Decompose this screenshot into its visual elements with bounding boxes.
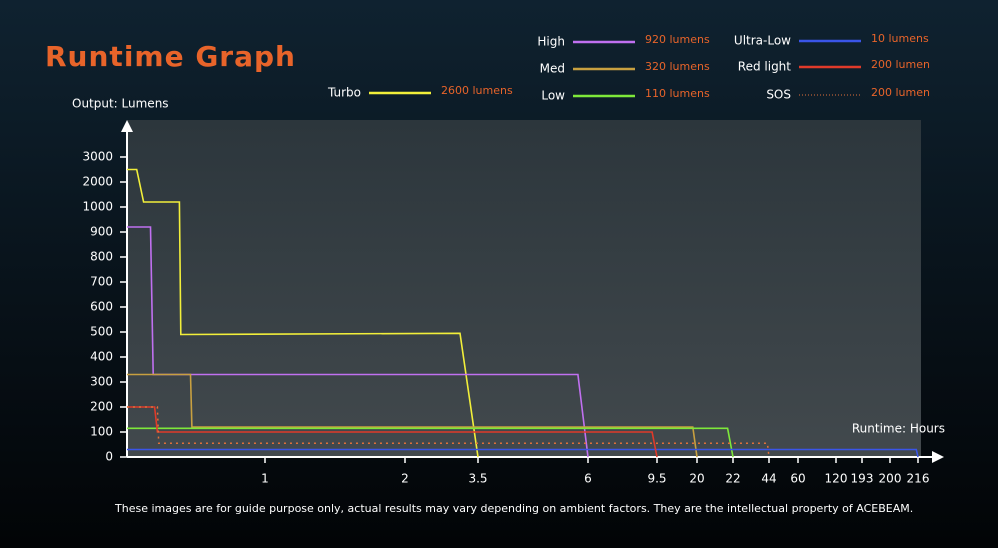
y-tick-label: 300 xyxy=(90,375,113,389)
legend-value: 10 lumens xyxy=(871,32,929,45)
y-tick-label: 200 xyxy=(90,400,113,414)
x-tick-label: 193 xyxy=(851,472,874,486)
chart-title: Runtime Graph xyxy=(45,40,296,73)
legend-name: Red light xyxy=(738,60,792,74)
legend-name: High xyxy=(537,35,565,49)
series-line xyxy=(127,406,770,458)
x-tick-label: 3.5 xyxy=(468,472,487,486)
legend-value: 200 lumen xyxy=(871,86,930,99)
x-tick-label: 216 xyxy=(907,472,930,486)
legend-name: Ultra-Low xyxy=(734,34,791,48)
x-tick-label: 200 xyxy=(879,472,902,486)
x-tick-label: 9.5 xyxy=(647,472,666,486)
legend-value: 320 lumens xyxy=(645,60,710,73)
x-tick-label: 44 xyxy=(761,472,776,486)
y-tick-label: 2000 xyxy=(82,175,113,189)
x-tick-label: 60 xyxy=(790,472,805,486)
legend-value: 2600 lumens xyxy=(441,84,513,97)
legend-value: 920 lumens xyxy=(645,33,710,46)
plot-area xyxy=(127,120,921,457)
legend-value: 200 lumen xyxy=(871,58,930,71)
y-tick-label: 100 xyxy=(90,425,113,439)
footnote: These images are for guide purpose only,… xyxy=(114,502,913,515)
y-tick-label: 800 xyxy=(90,250,113,264)
legend-name: Turbo xyxy=(327,86,361,100)
x-axis-label: Runtime: Hours xyxy=(852,422,945,436)
x-tick-label: 20 xyxy=(689,472,704,486)
y-axis-label: Output: Lumens xyxy=(72,97,169,111)
x-tick-label: 22 xyxy=(725,472,740,486)
series-line xyxy=(127,448,919,458)
series-line xyxy=(127,427,734,458)
y-tick-label: 700 xyxy=(90,275,113,289)
y-tick-label: 900 xyxy=(90,225,113,239)
y-axis-arrow xyxy=(121,120,133,132)
legend-name: SOS xyxy=(766,88,791,102)
y-tick-label: 1000 xyxy=(82,200,113,214)
legend-value: 110 lumens xyxy=(645,87,710,100)
y-tick-label: 3000 xyxy=(82,150,113,164)
x-axis-arrow xyxy=(932,451,944,463)
y-tick-label: 600 xyxy=(90,300,113,314)
x-tick-label: 120 xyxy=(825,472,848,486)
series-line xyxy=(127,168,479,458)
x-tick-label: 1 xyxy=(261,472,269,486)
x-tick-label: 2 xyxy=(401,472,409,486)
x-tick-label: 6 xyxy=(584,472,592,486)
y-tick-label: 500 xyxy=(90,325,113,339)
series-line xyxy=(127,373,698,458)
legend-name: Low xyxy=(541,89,565,103)
legend-name: Med xyxy=(540,62,565,76)
y-tick-label: 400 xyxy=(90,350,113,364)
y-tick-label: 0 xyxy=(105,450,113,464)
